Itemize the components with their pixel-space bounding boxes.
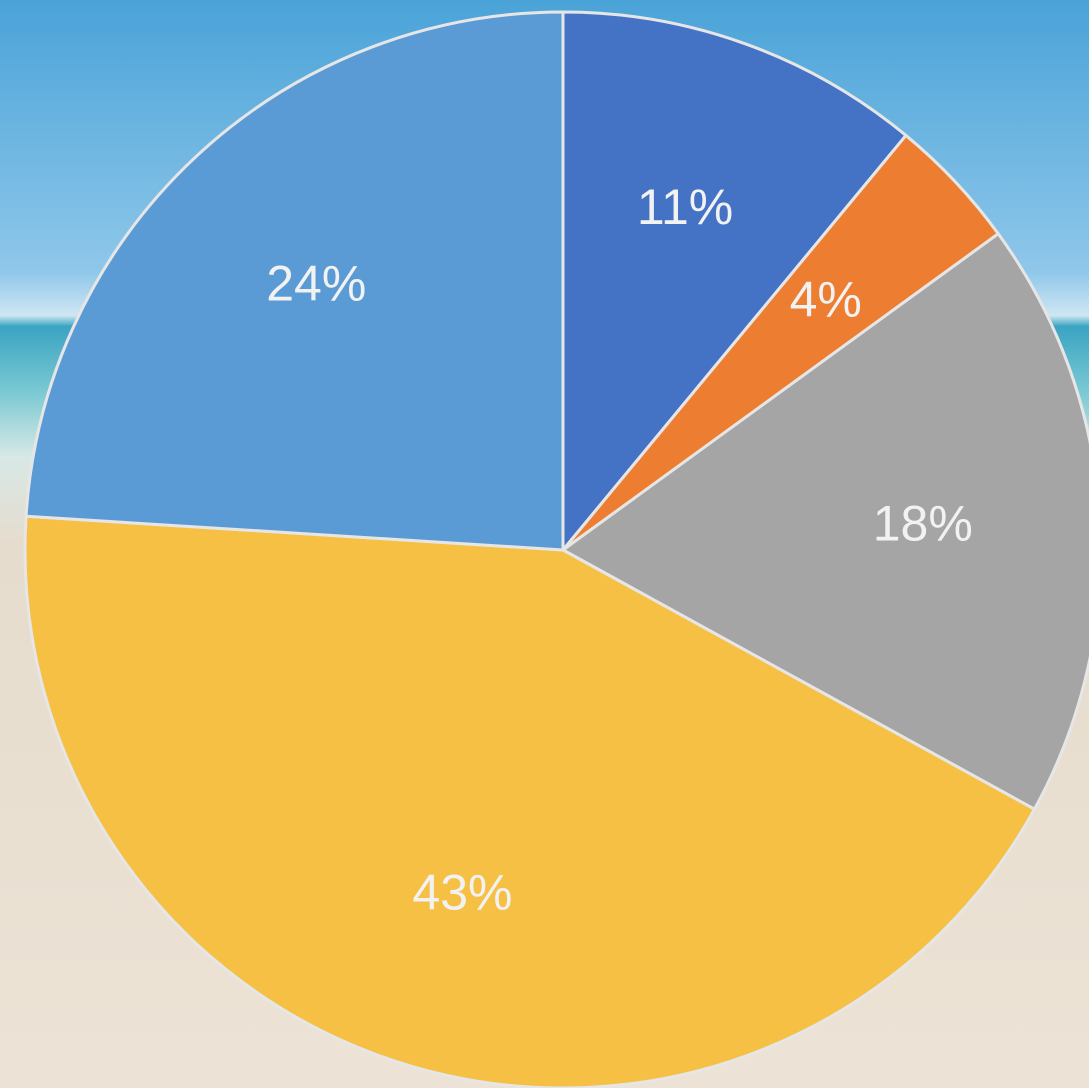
data-label: 4% — [790, 271, 862, 327]
pie: 11% 4% 18% 43% 24% — [25, 12, 1089, 1088]
chart: 11% 4% 18% 43% 24% — [0, 0, 1089, 1088]
data-label: 11% — [637, 179, 733, 235]
data-label: 43% — [412, 864, 512, 920]
data-label: 24% — [266, 255, 366, 311]
page: 11%4%18%43%24% (() => { const data = JSO… — [0, 0, 1089, 1088]
data-label: 18% — [873, 496, 973, 552]
